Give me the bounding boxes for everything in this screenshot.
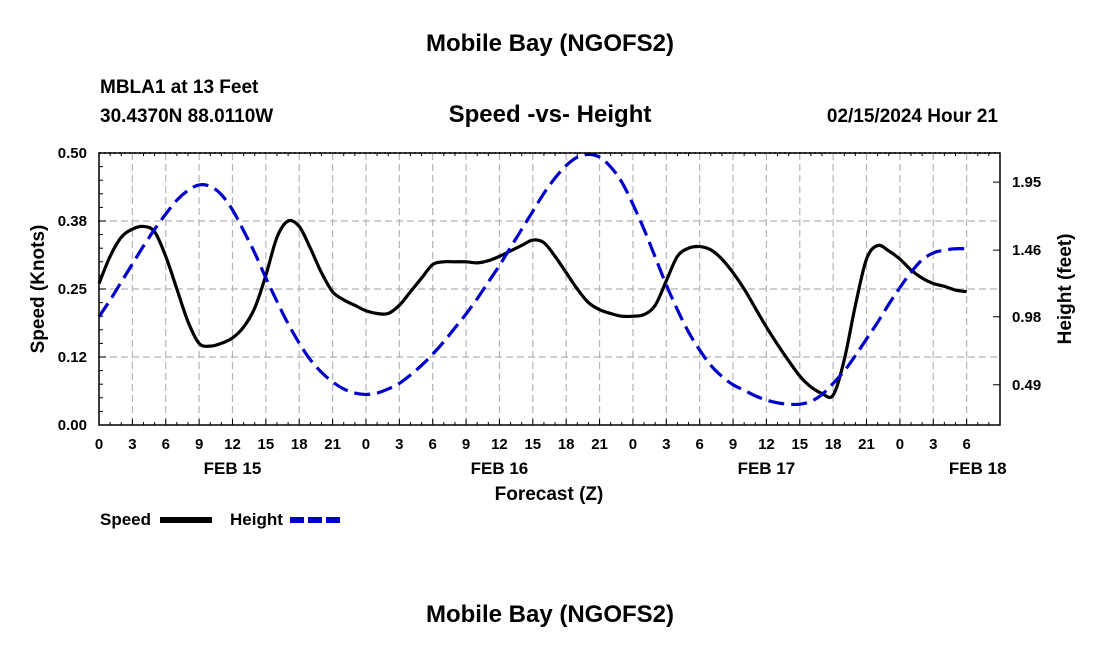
date-label-0: FEB 15 — [204, 459, 262, 478]
series-height-line — [97, 152, 967, 407]
x-tick-label-18: 6 — [695, 436, 703, 453]
x-tick-label-17: 3 — [662, 436, 670, 453]
y2-tick-label-2: 1.46 — [1012, 242, 1041, 259]
y2-tick-label-1: 0.98 — [1012, 309, 1041, 326]
x-tick-label-14: 18 — [558, 436, 575, 453]
date-label-1: FEB 16 — [471, 459, 529, 478]
x-tick-label-1: 3 — [128, 436, 136, 453]
grid-lines — [98, 153, 1000, 425]
x-axis-title: Forecast (Z) — [495, 484, 604, 505]
axis-labels: 0 3 6 9 12 15 18 21 0 3 6 9 12 15 18 21 0 3 6 9 12 15 18 21 0 3 6 F… — [58, 145, 1041, 478]
y-tick-label-2: 0.25 — [58, 281, 87, 298]
y2-tick-label-0: 0.49 — [1012, 377, 1041, 394]
x-tick-label-12: 12 — [491, 436, 508, 453]
y2-tick-label-3: 1.95 — [1012, 174, 1041, 191]
x-tick-label-10: 6 — [429, 436, 437, 453]
x-tick-label-3: 9 — [195, 436, 203, 453]
station-label: MBLA1 at 13 Feet — [100, 77, 259, 98]
x-tick-label-23: 21 — [858, 436, 875, 453]
x-tick-label-24: 0 — [896, 436, 904, 453]
x-tick-label-16: 0 — [629, 436, 637, 453]
x-tick-label-0: 0 — [95, 436, 103, 453]
y-tick-label-1: 0.12 — [58, 349, 87, 366]
x-tick-label-15: 21 — [591, 436, 608, 453]
y-tick-label-3: 0.38 — [58, 213, 87, 230]
chart-title-bottom: Mobile Bay (NGOFS2) — [425, 601, 675, 628]
y-tick-label-4: 0.50 — [58, 145, 87, 162]
y2-axis-title: Height (feet) — [1055, 234, 1076, 345]
x-tick-label-4: 12 — [224, 436, 241, 453]
x-tick-label-9: 3 — [395, 436, 403, 453]
x-tick-label-19: 9 — [729, 436, 737, 453]
x-tick-label-7: 21 — [324, 436, 341, 453]
chart-area: 0 3 6 9 12 15 18 21 0 3 6 9 12 15 18 21 0 3 6 9 12 15 18 21 0 3 6 F… — [28, 145, 1076, 529]
x-tick-label-8: 0 — [362, 436, 370, 453]
x-tick-label-13: 15 — [524, 436, 541, 453]
legend: Speed Height — [100, 510, 342, 529]
series-lines — [97, 152, 967, 407]
legend-label-speed: Speed — [100, 510, 151, 529]
legend-label-height: Height — [230, 510, 283, 529]
y-axis-title: Speed (Knots) — [28, 225, 49, 354]
x-tick-label-22: 18 — [825, 436, 842, 453]
x-tick-label-11: 9 — [462, 436, 470, 453]
forecast-timestamp: 02/15/2024 Hour 21 — [826, 106, 998, 127]
x-tick-label-26: 6 — [962, 436, 970, 453]
chart-subtitle: Speed -vs- Height — [448, 101, 652, 128]
axis-ticks — [98, 152, 1000, 426]
x-tick-label-6: 18 — [291, 436, 308, 453]
date-label-3: FEB 18 — [949, 459, 1007, 478]
y-tick-label-0: 0.00 — [58, 417, 87, 434]
x-tick-label-5: 15 — [258, 436, 275, 453]
x-tick-label-21: 15 — [791, 436, 808, 453]
x-tick-label-2: 6 — [162, 436, 170, 453]
date-label-2: FEB 17 — [738, 459, 796, 478]
chart-title-top: Mobile Bay (NGOFS2) — [425, 30, 675, 57]
coordinates-label: 30.4370N 88.0110W — [100, 106, 274, 127]
x-tick-label-25: 3 — [929, 436, 937, 453]
x-tick-label-20: 12 — [758, 436, 775, 453]
